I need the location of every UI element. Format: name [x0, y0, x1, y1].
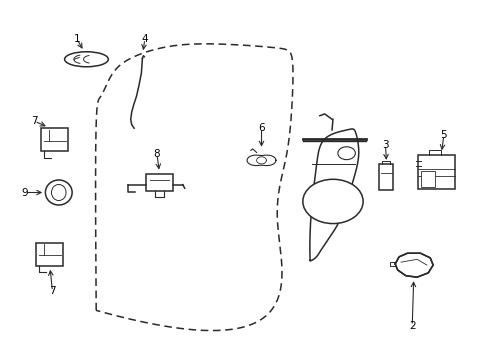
Text: 2: 2	[408, 321, 415, 331]
Bar	[420, 171, 434, 187]
Ellipse shape	[51, 184, 66, 201]
Ellipse shape	[45, 180, 72, 205]
Bar	[145, 174, 173, 191]
Polygon shape	[394, 253, 432, 277]
Circle shape	[302, 179, 363, 224]
Text: 6: 6	[258, 123, 264, 133]
Text: 7: 7	[31, 116, 38, 126]
Text: 3: 3	[382, 140, 388, 150]
Text: 5: 5	[440, 130, 446, 140]
Bar	[378, 164, 392, 190]
Polygon shape	[309, 129, 358, 261]
Bar	[41, 128, 68, 152]
Bar	[417, 155, 454, 189]
Text: 9: 9	[21, 188, 28, 198]
Text: 4: 4	[141, 34, 148, 44]
Ellipse shape	[64, 52, 108, 67]
Text: 8: 8	[153, 149, 160, 159]
Text: 7: 7	[49, 287, 56, 296]
Circle shape	[337, 147, 355, 159]
Text: 1: 1	[73, 34, 80, 44]
Bar	[36, 243, 63, 266]
